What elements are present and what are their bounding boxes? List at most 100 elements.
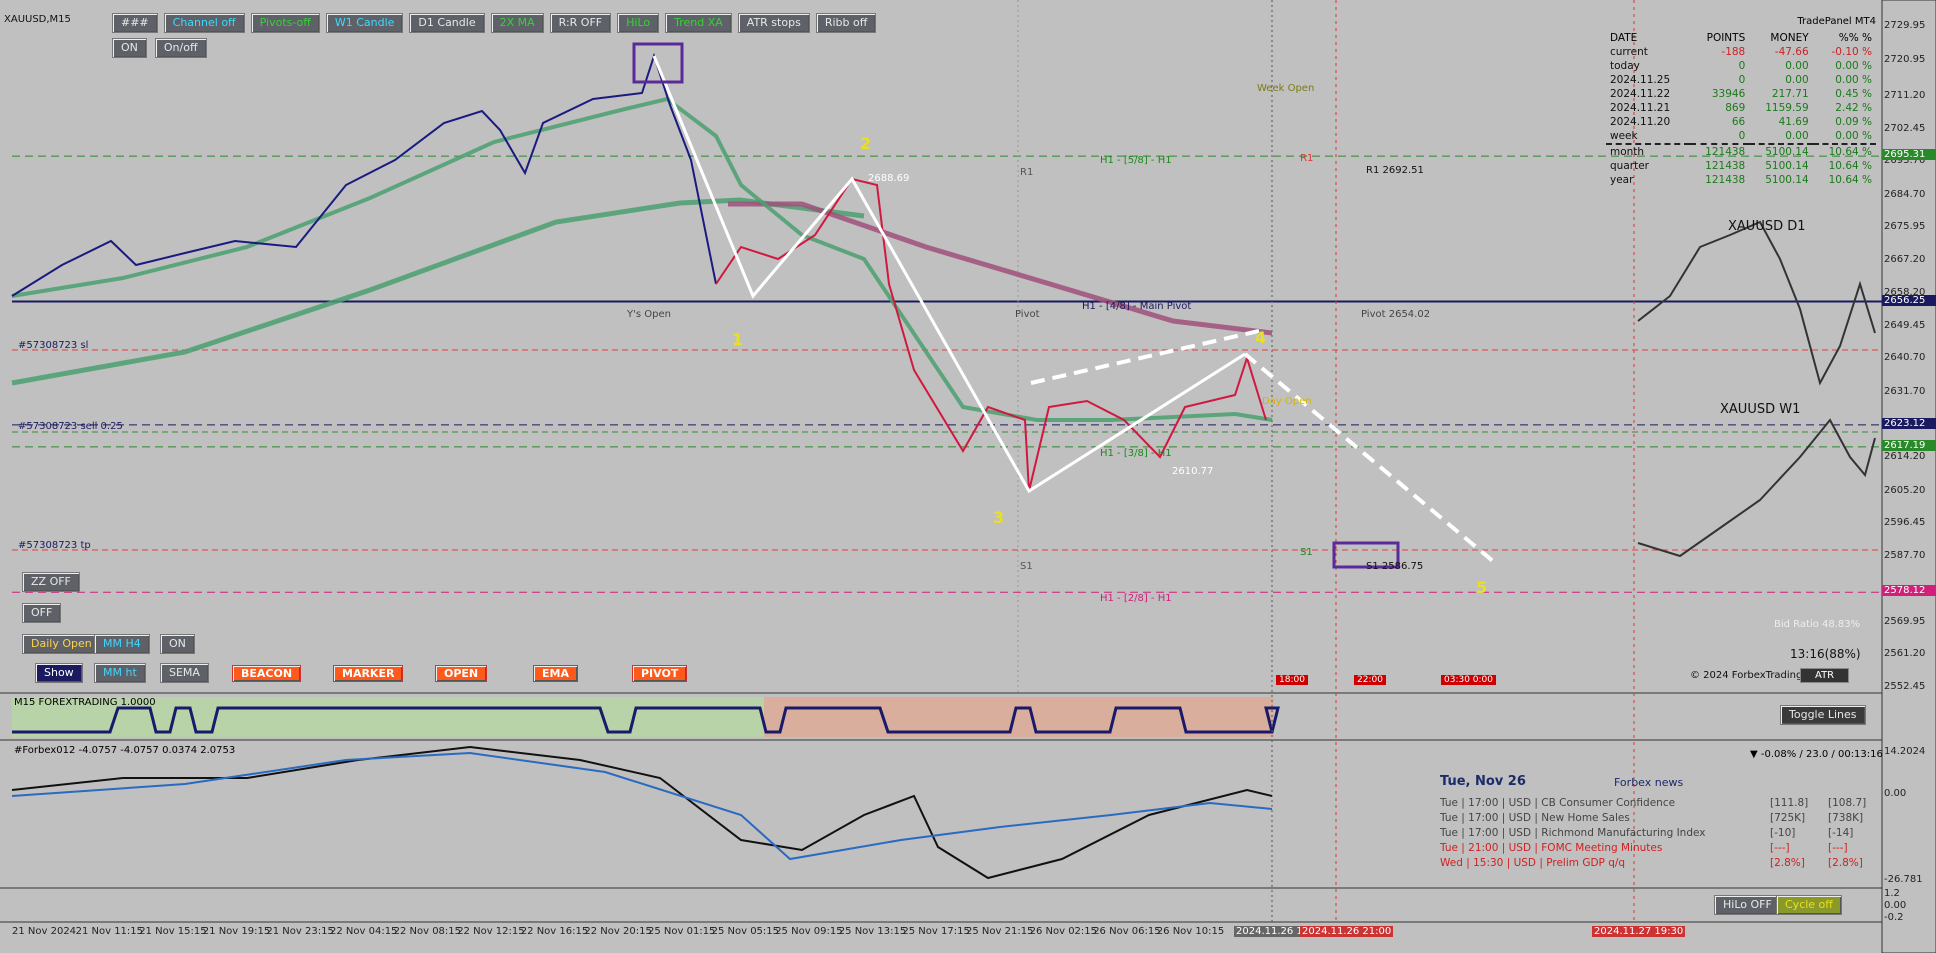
ma-ribbon bbox=[728, 201, 1273, 336]
chart-label: Y's Open bbox=[627, 309, 671, 320]
news-cell: [738K] bbox=[1828, 812, 1864, 824]
table-cell: 0.00 % bbox=[1835, 60, 1872, 72]
table-cell: 66 bbox=[1731, 116, 1746, 128]
price-marker: 2695.31 bbox=[1882, 149, 1936, 161]
toolbar-button[interactable]: HiLo bbox=[617, 13, 660, 33]
price-tick-label: 2684.70 bbox=[1884, 188, 1926, 200]
chart-label: 2688.69 bbox=[868, 173, 910, 184]
news-cell: Tue | 21:00 | USD | FOMC Meeting Minutes bbox=[1440, 842, 1663, 854]
wave-label: 2 bbox=[860, 134, 872, 153]
toolbar: ### Channel off Pivots-off W1 Candle D1 Cand… bbox=[112, 13, 877, 33]
header-cell: DATE bbox=[1610, 32, 1638, 44]
toolbar-button[interactable]: On/off bbox=[154, 38, 207, 58]
object-button[interactable]: PIVOT bbox=[632, 665, 688, 682]
object-button[interactable]: MARKER bbox=[333, 665, 404, 682]
toolbar-button[interactable]: Pivots-off bbox=[250, 13, 320, 33]
toolbar-button[interactable]: 2X MA bbox=[490, 13, 544, 33]
chart-label: ATR bbox=[1800, 668, 1850, 683]
news-cell: [-14] bbox=[1828, 827, 1854, 839]
table-cell: 2024.11.22 bbox=[1610, 88, 1671, 100]
object-button[interactable]: EMA bbox=[533, 665, 578, 682]
wave-label: 1 bbox=[732, 330, 744, 349]
date-tick-label: 26 Nov 06:15 bbox=[1093, 926, 1161, 937]
highlight-box bbox=[632, 42, 684, 84]
indicator-line bbox=[12, 706, 1280, 734]
panel-button[interactable]: ZZ OFF bbox=[22, 572, 80, 592]
table-row: current -188 -47.66 -0.10 % bbox=[1606, 45, 1876, 59]
panel-button[interactable]: SEMA bbox=[160, 663, 209, 683]
object-button[interactable]: OPEN bbox=[435, 665, 488, 682]
news-cell: Tue | 17:00 | USD | Richmond Manufacturi… bbox=[1440, 827, 1706, 839]
panel-button[interactable]: ON bbox=[160, 634, 195, 654]
toolbar-button[interactable]: ATR stops bbox=[737, 13, 810, 33]
chart-label: S1 bbox=[1300, 547, 1313, 558]
table-cell: 1159.59 bbox=[1765, 102, 1809, 114]
news-row: Tue | 17:00 | USD | CB Consumer Confiden… bbox=[1440, 797, 1880, 812]
table-row: week 0 0.00 0.00 % bbox=[1606, 129, 1876, 144]
table-cell: 5100.14 bbox=[1765, 174, 1809, 186]
object-button[interactable]: BEACON bbox=[232, 665, 302, 682]
table-cell: -188 bbox=[1721, 46, 1746, 58]
panel-button[interactable]: Show bbox=[35, 663, 83, 683]
table-cell: year bbox=[1610, 174, 1634, 186]
chart-label: Pivot 2654.02 bbox=[1361, 309, 1431, 320]
news-panel: Tue, Nov 26 Forbex news Tue | 17:00 | US… bbox=[1440, 774, 1880, 872]
date-tick-label: 25 Nov 17:15 bbox=[902, 926, 970, 937]
toolbar-button[interactable]: D1 Candle bbox=[409, 13, 485, 33]
panel-button[interactable]: OFF bbox=[22, 603, 62, 623]
table-cell: today bbox=[1610, 60, 1640, 72]
indicator-band-red bbox=[764, 697, 1274, 737]
wave-label: 4 bbox=[1255, 328, 1267, 347]
table-cell: 10.64 % bbox=[1828, 174, 1872, 186]
toggle-lines-button[interactable]: Toggle Lines bbox=[1780, 705, 1866, 725]
w1-mini-chart bbox=[1637, 418, 1876, 558]
news-row: Tue | 17:00 | USD | Richmond Manufacturi… bbox=[1440, 827, 1880, 842]
date-tick-label: 22 Nov 08:15 bbox=[393, 926, 462, 937]
indicator-tick-label: 0.00 bbox=[1884, 900, 1907, 911]
date-tick-label: 22 Nov 16:15 bbox=[520, 926, 589, 937]
header-cell: POINTS bbox=[1706, 32, 1746, 44]
price-tick-label: 2631.70 bbox=[1884, 385, 1926, 397]
table-row: year 121438 5100.14 10.64 % bbox=[1606, 173, 1876, 187]
panel-button[interactable]: MM ht bbox=[94, 663, 146, 683]
panel-button[interactable]: MM H4 bbox=[94, 634, 150, 654]
date-tick-label: 22 Nov 20:15 bbox=[584, 926, 652, 937]
news-cell: Tue | 17:00 | USD | CB Consumer Confiden… bbox=[1440, 797, 1676, 809]
wave-line bbox=[652, 55, 1246, 494]
table-cell: 0 bbox=[1738, 74, 1746, 86]
trade-panel-title: TradePanel MT4 bbox=[1797, 16, 1876, 27]
price-tick-label: 2729.95 bbox=[1884, 20, 1926, 32]
toolbar-button[interactable]: Trend XA bbox=[665, 13, 732, 33]
toolbar-button[interactable]: W1 Candle bbox=[325, 13, 404, 33]
time-marker: 03:30 0:00 bbox=[1441, 675, 1497, 685]
news-cell: [2.8%] bbox=[1770, 857, 1805, 869]
oscillator-signal bbox=[11, 751, 1273, 861]
news-cell: [2.8%] bbox=[1828, 857, 1863, 869]
main-pane bbox=[0, 0, 1882, 692]
toolbar-button[interactable]: ON bbox=[112, 38, 147, 58]
indicator-button[interactable]: HiLo OFF bbox=[1714, 895, 1781, 915]
table-row: 2024.11.25 0 0.00 0.00 % bbox=[1606, 73, 1876, 87]
price-tick-label: 2640.70 bbox=[1884, 352, 1926, 364]
d1-mini-chart bbox=[1637, 220, 1876, 386]
toolbar-button[interactable]: R:R OFF bbox=[549, 13, 612, 33]
indicator-button[interactable]: Cycle off bbox=[1776, 895, 1842, 915]
date-tick-label: 21 Nov 23:15 bbox=[266, 926, 334, 937]
indicator-tick-label: 1.2 bbox=[1884, 888, 1900, 899]
news-cell: [108.7] bbox=[1828, 797, 1867, 809]
chart-label: H1 - [3/8] - H1 bbox=[1100, 448, 1172, 459]
chart-label: Week Open bbox=[1257, 83, 1315, 94]
indicator-tick-label: 0.00 bbox=[1884, 788, 1907, 799]
toolbar-button[interactable]: Ribb off bbox=[815, 13, 877, 33]
toolbar-button[interactable]: Channel off bbox=[163, 13, 245, 33]
chart-label: H1 - [2/8] - H1 bbox=[1100, 593, 1172, 604]
wave-projection bbox=[1243, 352, 1496, 564]
table-cell: 2024.11.20 bbox=[1610, 116, 1671, 128]
wave-label: 5 bbox=[1476, 578, 1488, 597]
date-tick-label: 25 Nov 21:15 bbox=[966, 926, 1034, 937]
toolbar-button[interactable]: ### bbox=[112, 13, 158, 33]
indicator-tick-label: -26.781 bbox=[1884, 874, 1923, 885]
price-candles bbox=[11, 52, 717, 297]
panel-button[interactable]: Daily Open bbox=[22, 634, 101, 654]
